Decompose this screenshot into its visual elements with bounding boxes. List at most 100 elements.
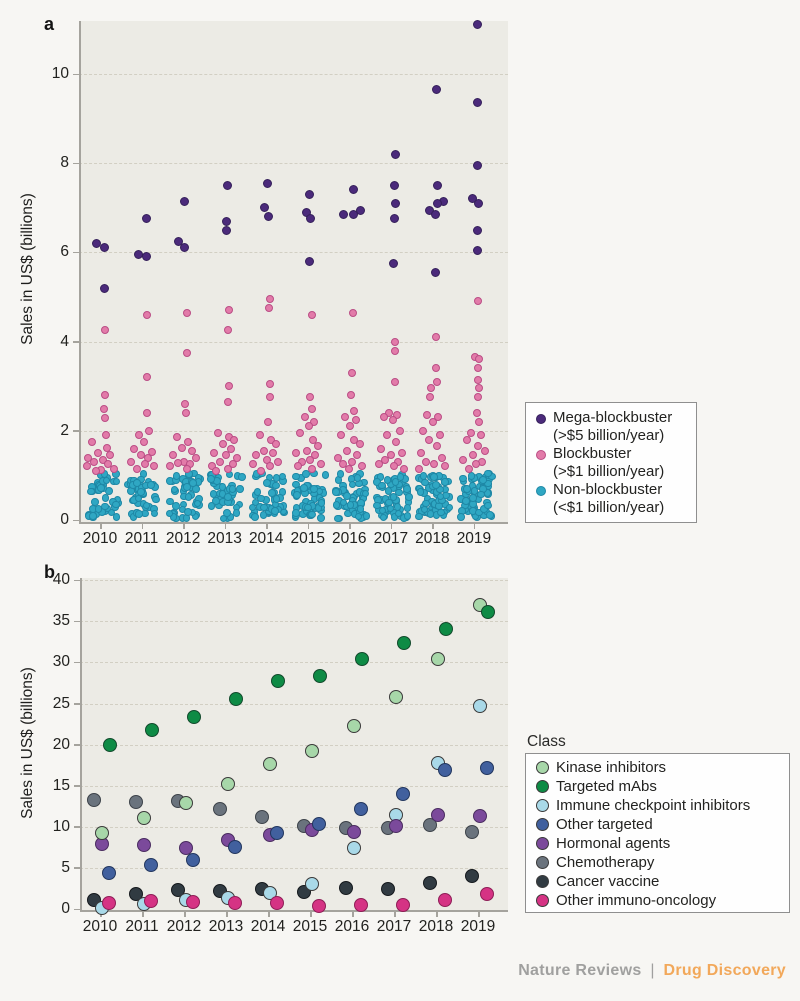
- y-tick-mark: [73, 341, 79, 343]
- x-tick-mark: [226, 911, 228, 917]
- data-point-nonblockbuster: [184, 508, 193, 516]
- data-point: [430, 209, 440, 219]
- data-point: [348, 209, 358, 219]
- data-point-nonblockbuster: [378, 481, 386, 490]
- data-point-nonblockbuster: [436, 485, 444, 494]
- legend-sublabel-line: (>$5 billion/year): [553, 427, 665, 444]
- data-point-nonblockbuster: [238, 473, 246, 482]
- data-point-nonblockbuster: [101, 502, 109, 511]
- data-point: [134, 431, 143, 440]
- legend-item: Hormonal agents: [534, 834, 781, 853]
- data-point: [91, 238, 101, 248]
- data-point-nonblockbuster: [232, 509, 241, 517]
- data-point-nonblockbuster: [436, 492, 445, 501]
- y-tick-label: 0: [61, 900, 70, 917]
- data-point-nonblockbuster: [147, 481, 155, 489]
- data-point: [473, 698, 487, 713]
- data-point: [347, 841, 361, 856]
- gridline-y10: [80, 826, 508, 828]
- legend-dot-icon: [536, 837, 549, 850]
- data-point: [384, 408, 393, 417]
- y-tick-label: 20: [52, 735, 70, 753]
- data-point: [266, 393, 275, 402]
- data-point: [142, 310, 151, 319]
- data-point-nonblockbuster: [415, 512, 423, 521]
- data-point: [142, 408, 151, 417]
- data-point: [126, 458, 135, 467]
- data-point-nonblockbuster: [304, 503, 312, 512]
- x-tick-mark: [268, 911, 270, 917]
- y-tick-mark: [74, 661, 80, 664]
- footer-separator: |: [650, 962, 655, 979]
- data-point: [376, 444, 385, 453]
- data-point: [355, 652, 369, 667]
- x-tick-mark: [266, 523, 268, 529]
- legend-dot-icon: [536, 856, 549, 869]
- data-point: [312, 898, 326, 913]
- data-point: [354, 801, 368, 816]
- data-point: [101, 391, 109, 400]
- data-point: [427, 384, 436, 393]
- x-tick-label: 2012: [166, 918, 202, 935]
- y-tick-label: 4: [60, 332, 69, 350]
- y-tick-mark: [73, 251, 79, 254]
- x-tick-label: 2014: [248, 530, 284, 547]
- data-point: [140, 460, 149, 469]
- data-point: [293, 462, 302, 471]
- footer-publication-title: Drug Discovery: [663, 962, 786, 979]
- data-point: [430, 460, 439, 469]
- data-point: [129, 444, 138, 453]
- y-tick-label: 10: [51, 65, 69, 82]
- data-point-nonblockbuster: [207, 474, 215, 483]
- data-point-nonblockbuster: [302, 469, 310, 478]
- data-point: [94, 449, 102, 458]
- data-point: [433, 442, 442, 451]
- data-point-nonblockbuster: [272, 481, 281, 490]
- data-point: [473, 160, 483, 170]
- gridline-y40: [80, 580, 508, 582]
- data-point: [104, 460, 112, 469]
- panel-b-plot-area: [80, 578, 508, 910]
- footer-journal-name: Nature Reviews: [518, 962, 642, 979]
- data-point: [474, 355, 483, 364]
- data-point: [229, 435, 238, 444]
- data-point: [252, 451, 261, 460]
- panel-b-legend-title: Class: [527, 733, 566, 750]
- data-point: [266, 462, 275, 471]
- data-point: [221, 451, 230, 460]
- data-point-nonblockbuster: [457, 513, 465, 521]
- data-point: [347, 391, 356, 400]
- data-point: [391, 198, 401, 208]
- data-point: [103, 738, 117, 753]
- data-point-nonblockbuster: [182, 483, 191, 491]
- legend-item: Mega-blockbuster (>$5 billion/year): [534, 409, 688, 445]
- y-tick-label: 35: [52, 612, 70, 630]
- data-point: [221, 777, 235, 792]
- y-tick-mark: [74, 703, 80, 705]
- data-point: [350, 406, 359, 415]
- data-point-nonblockbuster: [432, 481, 440, 489]
- data-point: [295, 429, 304, 438]
- data-point-nonblockbuster: [421, 478, 429, 487]
- data-point-nonblockbuster: [405, 493, 413, 501]
- legend-dot-icon: [536, 780, 549, 793]
- data-point: [434, 413, 443, 422]
- data-point: [389, 818, 403, 833]
- gridline-y30: [80, 662, 508, 664]
- data-point-nonblockbuster: [469, 494, 477, 502]
- data-point: [272, 440, 281, 449]
- gridline-y35: [80, 621, 508, 623]
- y-tick-mark: [74, 826, 80, 828]
- data-point: [432, 198, 442, 208]
- x-tick-mark: [142, 911, 144, 917]
- legend-sublabel-line: (<$1 billion/year): [553, 499, 665, 516]
- x-tick-label: 2016: [332, 530, 367, 547]
- data-point: [425, 435, 434, 444]
- data-point: [182, 408, 191, 417]
- data-point: [257, 466, 266, 475]
- x-tick-mark: [432, 523, 434, 529]
- x-tick-mark: [100, 523, 102, 529]
- data-point: [305, 189, 315, 199]
- data-point: [473, 809, 487, 824]
- data-point: [262, 178, 272, 188]
